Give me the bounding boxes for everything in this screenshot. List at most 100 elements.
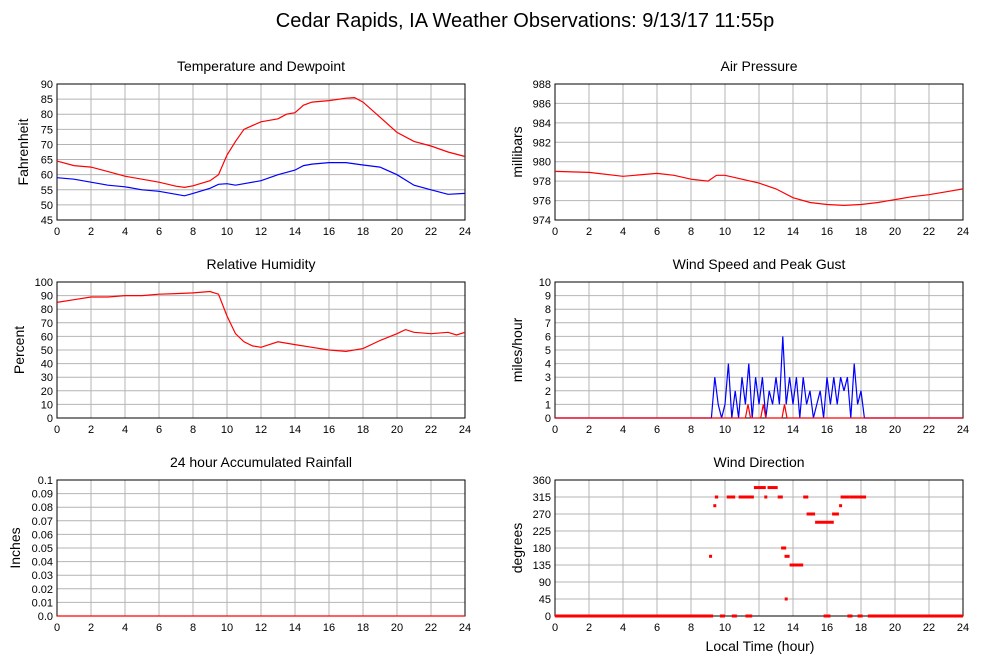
- x-tick-label: 24: [459, 424, 471, 436]
- plot-frame: [56, 83, 466, 221]
- y-tick-label: 0.03: [32, 570, 53, 582]
- x-tick-label: 10: [221, 424, 233, 436]
- x-tick-label: 4: [620, 622, 626, 634]
- x-tick-label: 14: [787, 622, 799, 634]
- y-tick-label: 90: [41, 79, 53, 91]
- x-tick-label: 0: [552, 424, 558, 436]
- x-tick-label: 18: [357, 622, 369, 634]
- x-tick-label: 22: [923, 622, 935, 634]
- y-axis-label: millibars: [509, 126, 525, 177]
- y-axis-label: Percent: [11, 326, 27, 374]
- y-tick-label: 0: [545, 611, 551, 623]
- x-tick-label: 16: [821, 226, 833, 238]
- y-tick-label: 10: [41, 399, 53, 411]
- x-tick-label: 6: [654, 622, 660, 634]
- y-tick-label: 315: [533, 492, 551, 504]
- y-tick-label: 55: [41, 185, 53, 197]
- chart-title: 24 hour Accumulated Rainfall: [170, 454, 352, 470]
- x-tick-label: 0: [552, 226, 558, 238]
- x-tick-label: 22: [425, 424, 437, 436]
- x-tick-label: 22: [425, 622, 437, 634]
- x-tick-label: 22: [425, 226, 437, 238]
- x-tick-label: 2: [586, 424, 592, 436]
- y-tick-label: 100: [35, 277, 53, 289]
- y-tick-label: 40: [41, 359, 53, 371]
- wind-direction-point: [784, 597, 788, 601]
- y-tick-label: 0.05: [32, 543, 53, 555]
- x-tick-label: 8: [190, 622, 196, 634]
- x-tick-label: 16: [323, 226, 335, 238]
- y-tick-label: 180: [533, 543, 551, 555]
- wind-direction-point: [839, 504, 843, 508]
- x-tick-label: 10: [221, 622, 233, 634]
- y-tick-label: 10: [539, 277, 551, 289]
- x-tick-label: 10: [719, 424, 731, 436]
- x-tick-label: 0: [54, 226, 60, 238]
- plot-frame: [554, 479, 964, 617]
- x-tick-label: 12: [753, 226, 765, 238]
- x-tick-label: 16: [821, 622, 833, 634]
- y-tick-label: 65: [41, 155, 53, 167]
- chart-title: Air Pressure: [720, 58, 797, 74]
- x-tick-label: 0: [54, 424, 60, 436]
- y-tick-label: 0.04: [32, 557, 53, 569]
- x-tick-label: 2: [88, 226, 94, 238]
- x-tick-label: 4: [122, 424, 128, 436]
- y-tick-label: 90: [41, 291, 53, 303]
- plot-frame: [554, 83, 964, 221]
- x-tick-label: 12: [753, 622, 765, 634]
- x-tick-label: 6: [156, 622, 162, 634]
- y-tick-label: 50: [41, 345, 53, 357]
- y-tick-label: 20: [41, 386, 53, 398]
- y-tick-label: 6: [545, 331, 551, 343]
- x-tick-label: 6: [654, 226, 660, 238]
- x-tick-label: 14: [289, 424, 301, 436]
- y-tick-label: 270: [533, 509, 551, 521]
- x-tick-label: 20: [889, 622, 901, 634]
- x-tick-label: 14: [787, 424, 799, 436]
- y-tick-label: 0.06: [32, 529, 53, 541]
- y-axis-label: Inches: [7, 527, 23, 568]
- y-tick-label: 135: [533, 560, 551, 572]
- y-tick-label: 0.08: [32, 502, 53, 514]
- y-tick-label: 75: [41, 124, 53, 136]
- plot-frame: [56, 281, 466, 419]
- x-tick-label: 20: [391, 622, 403, 634]
- chart-title: Wind Speed and Peak Gust: [673, 256, 846, 272]
- x-tick-label: 18: [855, 424, 867, 436]
- chart-title: Relative Humidity: [207, 256, 316, 272]
- wind-direction-point: [709, 554, 713, 558]
- y-tick-label: 4: [545, 359, 551, 371]
- y-tick-label: 9: [545, 291, 551, 303]
- y-tick-label: 50: [41, 200, 53, 212]
- series-line-blue: [56, 162, 466, 197]
- y-tick-label: 70: [41, 318, 53, 330]
- y-tick-label: 988: [533, 79, 551, 91]
- x-tick-label: 6: [156, 226, 162, 238]
- x-tick-label: 16: [821, 424, 833, 436]
- y-tick-label: 0: [545, 413, 551, 425]
- x-tick-label: 14: [289, 226, 301, 238]
- x-tick-label: 8: [688, 622, 694, 634]
- y-tick-label: 360: [533, 475, 551, 487]
- series-line-red: [56, 290, 466, 353]
- y-tick-label: 0: [47, 413, 53, 425]
- x-tick-label: 6: [156, 424, 162, 436]
- y-tick-label: 2: [545, 386, 551, 398]
- y-tick-label: 976: [533, 196, 551, 208]
- x-tick-label: 22: [923, 226, 935, 238]
- chart-title: Wind Direction: [713, 454, 804, 470]
- x-tick-label: 10: [719, 226, 731, 238]
- x-tick-label: 4: [122, 622, 128, 634]
- x-tick-label: 12: [255, 424, 267, 436]
- wind-direction-point: [764, 495, 768, 499]
- x-tick-label: 4: [122, 226, 128, 238]
- x-tick-label: 14: [787, 226, 799, 238]
- x-tick-label: 18: [357, 424, 369, 436]
